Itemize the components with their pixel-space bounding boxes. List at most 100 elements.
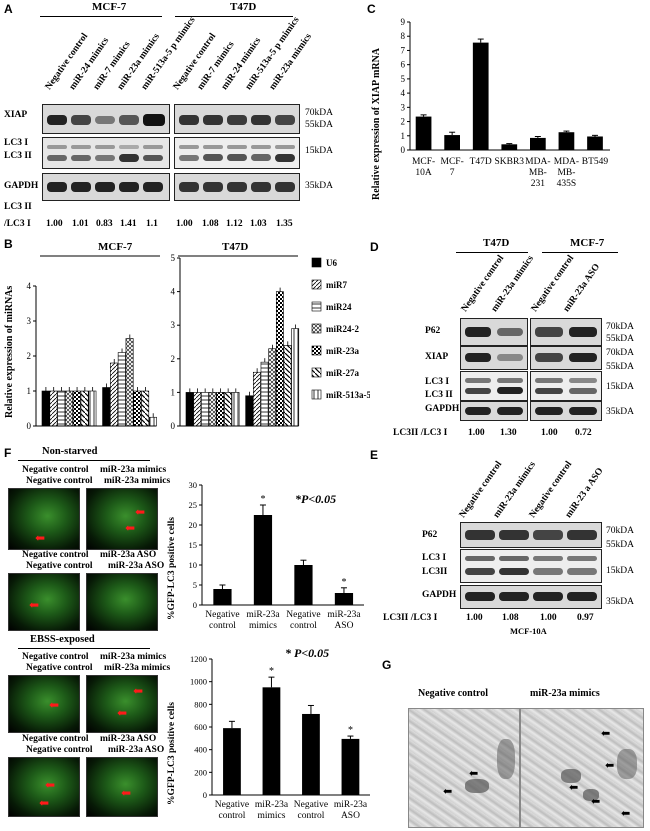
group-label-t47d: T47D — [483, 237, 510, 249]
bar — [302, 713, 320, 795]
row-label-gapdh: GAPDH — [422, 590, 457, 600]
row-label-lc3-2: LC3 II — [425, 390, 453, 400]
significance-star: * — [341, 577, 346, 588]
bar — [193, 392, 202, 427]
y-tick-label: 9 — [401, 17, 406, 27]
bar — [252, 371, 261, 427]
bar — [587, 136, 603, 150]
chart-f2-ylabel: %GFP-LC3 positive cells — [167, 702, 177, 805]
bar — [472, 42, 489, 150]
x-tick-label: mimics — [257, 811, 285, 821]
ratio-label: LC3II /LC3 I — [393, 428, 448, 438]
bar — [117, 352, 126, 427]
img-label: miR-23a mimics — [104, 476, 171, 486]
marker-label: 15kDA — [606, 566, 634, 576]
bar — [110, 362, 118, 427]
row-label-xiap: XIAP — [4, 110, 28, 120]
bar — [334, 593, 354, 605]
x-tick-label: 7 — [450, 168, 455, 178]
chart-c: Relative expression of XIAP mRNA 0 1 2 3 4 5 6… — [371, 17, 610, 200]
y-tick-label: 1 — [171, 387, 176, 397]
ratio-value: 1.08 — [502, 613, 519, 623]
legend-swatch — [311, 345, 322, 356]
x-tick-label: 231 — [531, 179, 546, 189]
ratio-label: /LC3 I — [4, 219, 31, 229]
bar — [208, 392, 217, 427]
panel-label-d: D — [370, 240, 379, 254]
img-label: miR-23a ASO — [100, 734, 157, 744]
legend-swatch — [311, 389, 322, 400]
f-bottom-title: EBSS-exposed — [30, 634, 95, 645]
bar — [201, 392, 209, 427]
img-label: Negative control — [26, 663, 93, 673]
x-tick-label: MB- — [557, 168, 575, 178]
marker-label: 15kDA — [606, 382, 634, 392]
y-tick-label: 0 — [27, 421, 32, 431]
bar — [294, 565, 313, 605]
micrograph-f-ns-aso — [86, 573, 158, 631]
marker-label: 35kDA — [606, 407, 634, 417]
row-label-lc3-2: LC3II — [422, 567, 448, 577]
bar — [88, 390, 97, 427]
ratio-value: 0.83 — [96, 219, 113, 229]
marker-label: 55kDA — [606, 334, 634, 344]
chart-c-ylabel: Relative expression of XIAP mRNA — [371, 47, 382, 200]
y-tick-label: 3 — [27, 316, 32, 326]
chart-b-title-mcf7: MCF-7 — [98, 241, 133, 253]
bar — [57, 390, 66, 427]
y-tick-label: 800 — [194, 699, 207, 709]
img-label: miR-23a ASO — [108, 561, 165, 571]
marker-label: 55kDA — [305, 120, 333, 130]
micrograph-f-ebss-negctrl: ⬅ — [8, 675, 80, 733]
panel-label-b: B — [4, 237, 13, 251]
x-tick-label: control — [297, 811, 324, 821]
y-tick-label: 25 — [189, 500, 198, 510]
blot-d-lc3-t47d — [460, 371, 528, 401]
g-label-negctrl: Negative control — [418, 688, 489, 699]
x-tick-label: miR-23a — [334, 800, 368, 810]
x-tick-label: control — [290, 621, 317, 631]
y-tick-label: 4 — [27, 281, 32, 291]
panel-label-a: A — [4, 2, 13, 16]
y-tick-label: 0 — [193, 600, 197, 610]
micrograph-f-ns-negctrl2: ⬅ — [8, 573, 80, 631]
ratio-value: 1.00 — [468, 428, 485, 438]
y-tick-label: 15 — [189, 540, 198, 550]
x-tick-label: MDA- — [554, 157, 579, 167]
blot-d-gapdh-mcf7 — [530, 401, 602, 421]
x-tick-label: T47D — [470, 157, 492, 167]
y-tick-label: 1 — [401, 131, 406, 141]
group-label-t47d: T47D — [230, 1, 257, 13]
significance-star: * — [269, 666, 274, 677]
y-tick-label: 7 — [401, 45, 406, 55]
img-label: Negative control — [26, 476, 93, 486]
bar — [224, 392, 232, 427]
bar — [185, 392, 194, 427]
ratio-value: 1.00 — [176, 219, 193, 229]
bar — [501, 144, 518, 150]
marker-label: 35kDA — [606, 597, 634, 607]
legend-label: miR24 — [326, 302, 352, 312]
x-tick-label: control — [209, 621, 236, 631]
marker-label: 70kDA — [606, 348, 634, 358]
group-label-mcf7: MCF-7 — [92, 1, 127, 13]
y-tick-label: 1 — [27, 386, 32, 396]
micrograph-f-ebss-mimics: ⬅ ⬅ — [86, 675, 158, 733]
bar — [49, 390, 58, 427]
bar — [558, 132, 575, 150]
legend-swatch — [311, 323, 322, 334]
x-tick-label: Negative — [205, 610, 239, 620]
bar — [253, 515, 273, 605]
f-top-title: Non-starved — [42, 446, 98, 457]
y-tick-label: 2 — [171, 354, 176, 364]
group-line — [456, 252, 528, 253]
bar — [275, 291, 284, 427]
ratio-value: 1.35 — [276, 219, 293, 229]
x-tick-label: 10A — [415, 168, 432, 178]
img-label: Negative control — [26, 561, 93, 571]
marker-label: 70kDA — [606, 526, 634, 536]
panel-label-g: G — [382, 658, 392, 672]
legend-swatch — [311, 301, 322, 312]
x-tick-label: miR-23a — [255, 800, 289, 810]
em-image-mimics: ⬅ ⬅ ⬅ ⬅ ⬅ — [520, 708, 644, 828]
